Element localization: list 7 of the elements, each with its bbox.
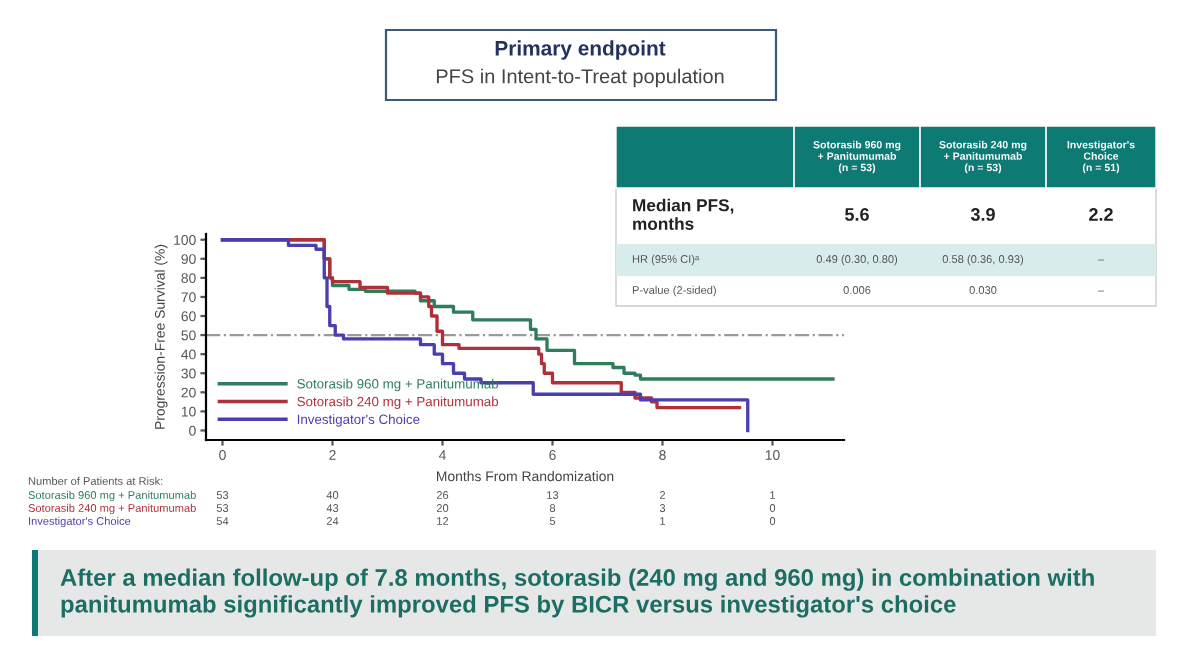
text: After a median follow-up of 7.8 months, sotorasib (240 mg and 960 mg) in combination with panitumumab significantly improved PFS by BICR versus investigator's choice [60, 568, 1094, 618]
chart-title: Primary endpoint [495, 40, 666, 60]
text: 2.2 [1089, 208, 1113, 221]
chart-subtitle: PFS in Intent-to-Treat population [436, 68, 724, 88]
text: 3.9 [970, 208, 995, 221]
text: Median PFS, months [633, 198, 734, 230]
text: 5.6 [845, 208, 869, 221]
